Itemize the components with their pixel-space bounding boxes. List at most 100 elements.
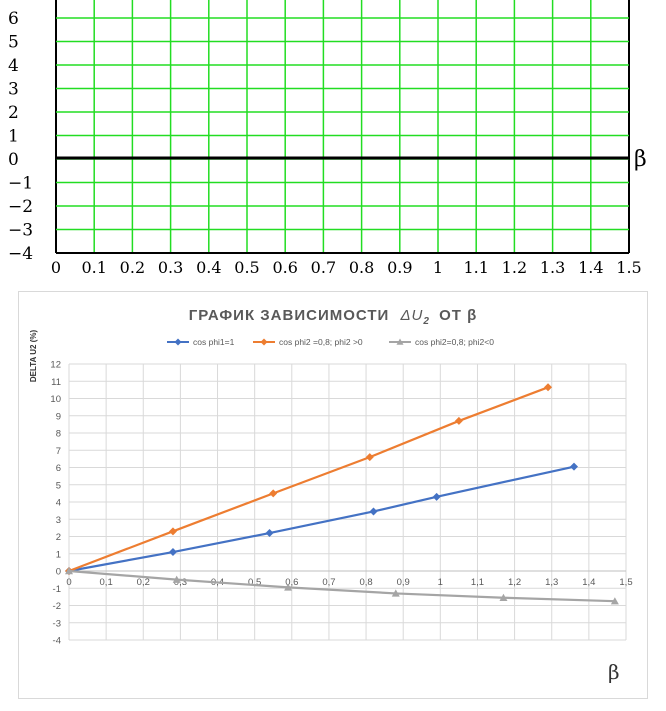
series-line [68, 569, 615, 603]
top-y-tick-label: −3 [8, 221, 33, 241]
series-line [68, 465, 575, 573]
legend-swatch-marker [260, 338, 268, 346]
data-point [610, 597, 619, 605]
top-y-tick-label: 0 [8, 150, 19, 170]
bottom-y-tick-label: -4 [53, 636, 61, 647]
chart-bottom-frame [18, 291, 648, 699]
chart-legend: cos phi1=1 cos phi2 =0,8; phi2 >0 cos phi2… [167, 337, 494, 347]
top-y-tick-label: −4 [8, 244, 33, 264]
top-x-tick-label: 0.8 [349, 258, 374, 277]
top-y-tick-label: 6 [8, 9, 19, 29]
top-x-tick-label: 0.4 [196, 258, 221, 277]
top-y-tick-label: −2 [8, 197, 33, 217]
bottom-y-tick-label: 12 [50, 360, 61, 371]
chart-title-subscript: 2 [422, 316, 430, 327]
bottom-y-tick-label: 0 [56, 567, 61, 578]
chart-title-suffix: ОТ β [439, 307, 477, 324]
bottom-series [65, 383, 619, 605]
data-point [265, 529, 274, 538]
bottom-y-tick-label: 7 [56, 446, 61, 457]
top-x-tick-label: 1 [433, 258, 443, 277]
data-point [432, 492, 441, 501]
legend-swatch-marker [396, 338, 404, 345]
top-x-tick-label: 0 [51, 258, 61, 277]
top-y-tick-label: −1 [8, 174, 33, 194]
top-y-tick-label: 3 [8, 80, 19, 100]
top-x-tick-label: 1.2 [502, 258, 527, 277]
legend-item: cos phi2=0,8; phi2<0 [389, 337, 494, 347]
data-point [391, 589, 400, 597]
bottom-x-tick-label: 1,2 [508, 577, 521, 588]
top-x-tick-label: 1.4 [578, 258, 603, 277]
bottom-y-tick-label: 2 [56, 532, 61, 543]
top-x-tick-label: 0.3 [158, 258, 183, 277]
legend-swatch-marker [174, 338, 182, 346]
data-point [172, 575, 181, 583]
data-point [544, 383, 553, 392]
top-x-tick-label: 0.6 [272, 258, 297, 277]
top-x-tick-label: 1.1 [463, 258, 488, 277]
legend-label: cos phi2 =0,8; phi2 >0 [279, 337, 363, 347]
bottom-x-tick-label: 1,5 [619, 577, 632, 588]
data-point [269, 489, 278, 498]
top-x-tick-labels: 0 0.1 0.2 0.3 0.4 0.5 0.6 0.7 0.8 0.9 1 1.1 1.2 1.3 1.… [51, 258, 642, 277]
legend-label: cos phi1=1 [193, 337, 235, 347]
bottom-y-tick-label: 3 [56, 515, 61, 526]
y-axis-label: DELTA U2 (%) [29, 330, 38, 383]
data-point [65, 567, 73, 575]
bottom-y-tick-label: 11 [51, 377, 61, 388]
legend-label: cos phi2=0,8; phi2<0 [415, 337, 494, 347]
top-x-tick-label: 1.3 [540, 258, 565, 277]
legend-item: cos phi2 =0,8; phi2 >0 [253, 337, 363, 347]
data-point [168, 527, 177, 536]
top-x-tick-label: 0.7 [311, 258, 336, 277]
series-line [68, 386, 549, 573]
data-point [284, 583, 293, 591]
bottom-x-tick-label: 1,3 [545, 577, 558, 588]
top-y-tick-label: 1 [8, 127, 19, 147]
top-y-tick-label: 5 [8, 33, 19, 53]
bottom-y-tick-label: -2 [53, 601, 61, 612]
data-point [168, 548, 177, 557]
bottom-x-tick-label: 1,4 [582, 577, 595, 588]
legend-item: cos phi1=1 [167, 337, 235, 347]
x-axis-label: β [608, 660, 620, 684]
top-y-tick-label: 4 [8, 56, 19, 76]
bottom-x-tick-label: 0,9 [397, 577, 410, 588]
bottom-x-tick-label: 0,5 [248, 577, 261, 588]
data-point [499, 593, 508, 601]
bottom-y-tick-label: 9 [56, 411, 61, 422]
bottom-x-tick-label: 0,6 [285, 577, 298, 588]
chart-title: ГРАФИК ЗАВИСИМОСТИ ΔU2 ОТ β [189, 307, 478, 328]
top-x-tick-label: 0.9 [387, 258, 412, 277]
bottom-x-tick-label: 0,8 [359, 577, 372, 588]
bottom-y-tick-label: 10 [50, 394, 61, 405]
top-y-tick-label: 2 [8, 103, 19, 123]
bottom-y-tick-label: 1 [56, 549, 61, 560]
top-x-tick-label: 0.1 [81, 258, 106, 277]
data-point [454, 416, 463, 425]
bottom-y-tick-label: -1 [53, 584, 61, 595]
chart-top-grid: 6 5 4 3 2 1 0 −1 −2 −3 −4 0 0.1 0.2 0.3 0.4 0.5 0.6 0.7 0.… [8, 0, 647, 277]
top-x-tick-label: 0.5 [234, 258, 259, 277]
data-point [369, 507, 378, 516]
bottom-y-tick-label: -3 [53, 618, 61, 629]
bottom-x-tick-label: 1,1 [471, 577, 484, 588]
chart-title-symbol: ΔU [399, 307, 423, 324]
top-x-tick-label: 1.5 [616, 258, 641, 277]
data-point [570, 462, 579, 471]
bottom-grid [68, 363, 627, 641]
top-x-tick-label: 0.2 [120, 258, 145, 277]
top-y-tick-labels: 6 5 4 3 2 1 0 −1 −2 −3 −4 [8, 9, 33, 264]
top-x-axis-label: β [634, 147, 647, 172]
bottom-x-tick-label: 0,7 [322, 577, 335, 588]
bottom-y-tick-label: 4 [56, 498, 61, 509]
bottom-y-tick-label: 6 [56, 463, 61, 474]
chart-title-prefix: ГРАФИК ЗАВИСИМОСТИ [189, 307, 390, 324]
bottom-x-tick-label: 1 [438, 577, 443, 588]
bottom-x-tick-label: 0 [66, 577, 71, 588]
bottom-y-tick-label: 5 [56, 480, 61, 491]
bottom-x-tick-label: 0,1 [100, 577, 113, 588]
